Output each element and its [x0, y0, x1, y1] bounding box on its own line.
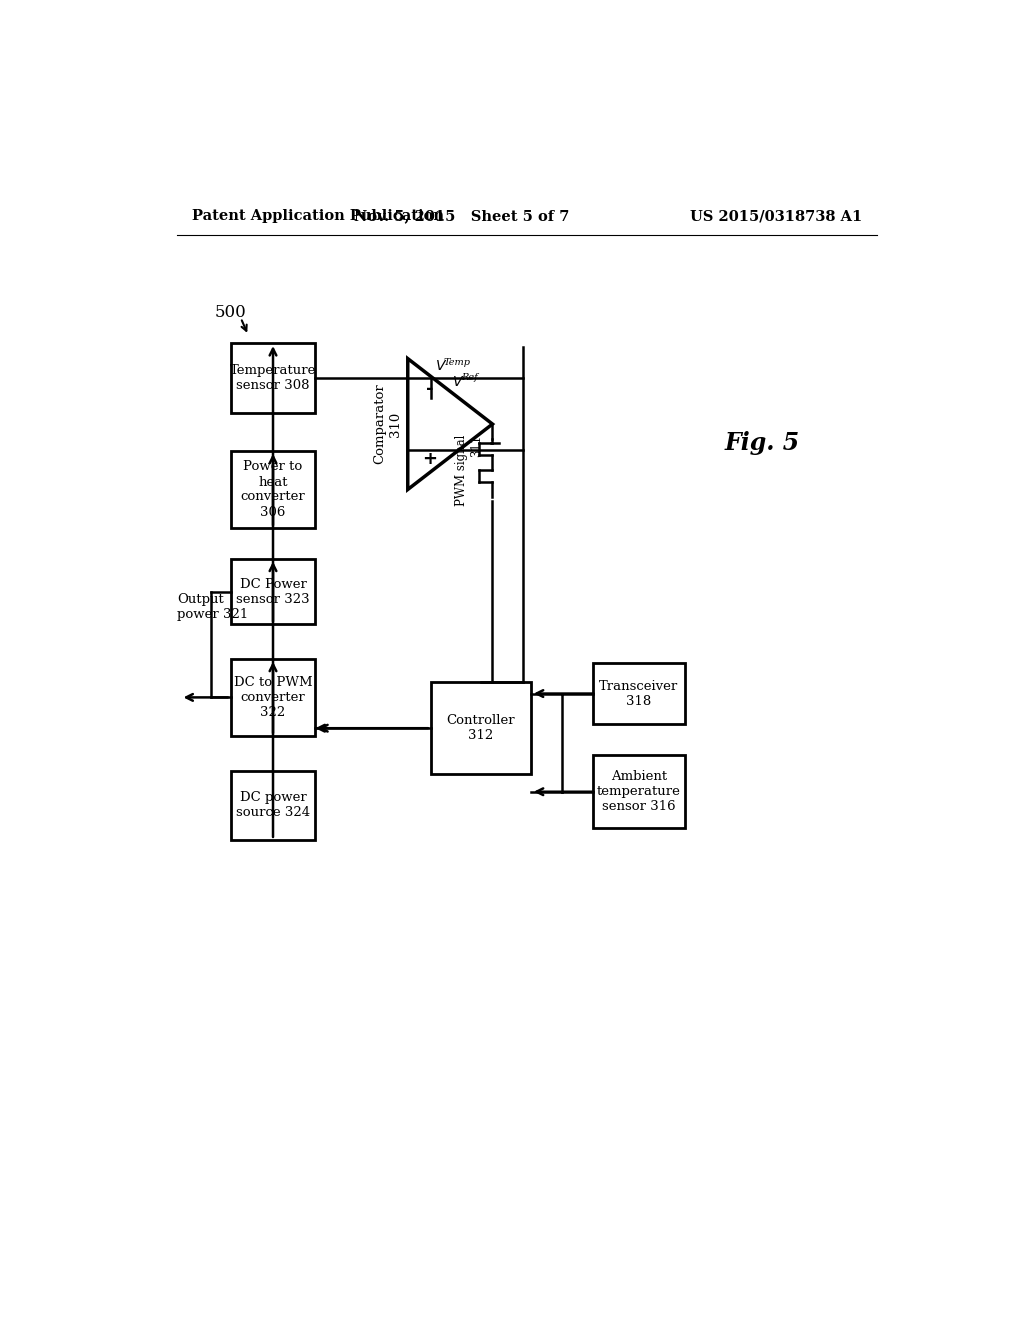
Text: Output
power 321: Output power 321	[177, 593, 248, 620]
Text: -: -	[426, 380, 433, 399]
Text: $V$: $V$	[435, 359, 447, 374]
Bar	[593, 663, 685, 725]
Text: Temperature
sensor 308: Temperature sensor 308	[229, 364, 316, 392]
Text: DC Power
sensor 323: DC Power sensor 323	[237, 578, 310, 606]
Bar	[230, 451, 315, 528]
Text: Ambient
temperature
sensor 316: Ambient temperature sensor 316	[597, 771, 681, 813]
Text: US 2015/0318738 A1: US 2015/0318738 A1	[690, 209, 862, 223]
Bar	[230, 659, 315, 737]
Text: $V$: $V$	[453, 375, 465, 388]
Text: 500: 500	[215, 304, 247, 321]
Bar	[593, 755, 685, 829]
Text: Nov. 5, 2015   Sheet 5 of 7: Nov. 5, 2015 Sheet 5 of 7	[354, 209, 569, 223]
Text: Patent Application Publication: Patent Application Publication	[193, 209, 444, 223]
Text: Temp: Temp	[443, 358, 470, 367]
Bar	[230, 558, 315, 624]
Bar	[230, 771, 315, 840]
Text: PWM signal
311: PWM signal 311	[456, 434, 483, 506]
Text: Power to
heat
converter
306: Power to heat converter 306	[241, 461, 305, 519]
Text: DC to PWM
converter
322: DC to PWM converter 322	[233, 676, 312, 719]
Text: Transceiver
318: Transceiver 318	[599, 680, 678, 708]
Text: DC power
source 324: DC power source 324	[236, 791, 310, 820]
Bar	[230, 343, 315, 412]
Text: Ref: Ref	[461, 374, 477, 383]
Bar	[431, 682, 531, 775]
Text: +: +	[422, 450, 437, 467]
Text: Fig. 5: Fig. 5	[724, 432, 800, 455]
Text: Controller
312: Controller 312	[446, 714, 515, 742]
Text: Comparator
310: Comparator 310	[374, 384, 401, 465]
